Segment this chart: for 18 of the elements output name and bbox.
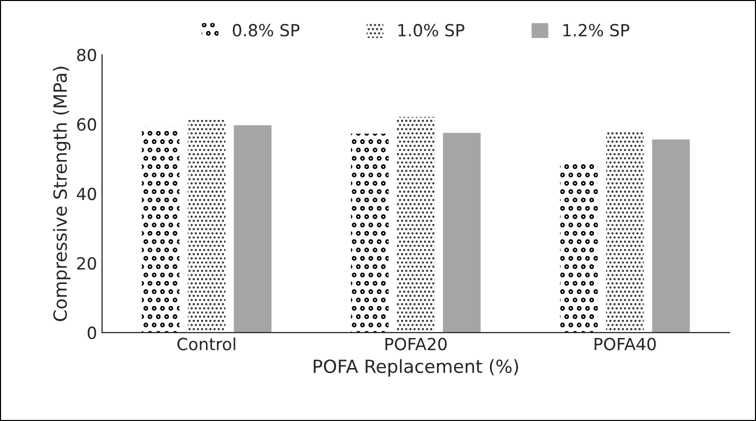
y-tick-label: 0: [88, 326, 96, 340]
y-tick-label: 40: [76, 188, 96, 200]
y-axis-title: Compressive Strength (MPa): [52, 66, 70, 322]
x-tick-label: POFA40: [594, 338, 656, 350]
legend-label: 1.2% SP: [563, 24, 630, 36]
bar: [234, 125, 272, 333]
bar: [652, 139, 690, 333]
legend-label: 0.8% SP: [232, 24, 300, 36]
x-axis-title: POFA Replacement (%): [314, 359, 518, 377]
x-tick-label: Control: [177, 337, 236, 350]
bar: [442, 132, 481, 333]
y-tick-label: 80: [77, 48, 96, 62]
legend-label: 1.0% SP: [398, 24, 464, 36]
bar: [350, 134, 389, 333]
x-tick-label: POFA20: [386, 338, 447, 350]
y-tick-label: 60: [77, 118, 96, 131]
y-tick-label: 20: [77, 257, 96, 270]
bar: [142, 127, 180, 333]
